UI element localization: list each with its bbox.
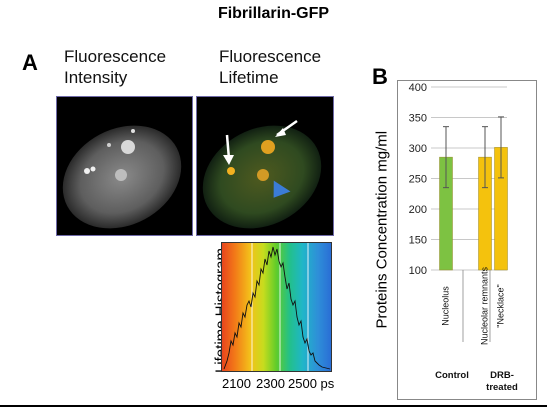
lifetime-micrograph	[196, 96, 334, 236]
nucleolus-spot	[121, 140, 135, 154]
chart-ytick-label: 300	[409, 143, 427, 155]
nucleolus-spot	[257, 169, 269, 181]
histogram-tick-2100: 2100	[222, 376, 251, 391]
lifetime-label-line1: Fluorescence	[219, 47, 322, 66]
chart-group-label: Control	[435, 370, 469, 381]
panel-a-letter: A	[22, 50, 38, 75]
nucleolus-spot	[131, 129, 135, 133]
lifetime-label: Fluorescence Lifetime	[219, 46, 321, 88]
chart-ytick-label: 250	[409, 174, 427, 186]
chart-group-label: treated	[486, 382, 518, 393]
nucleolus-spot	[261, 140, 275, 154]
intensity-label-line1: Fluorescence	[64, 47, 167, 66]
nucleolus-spot	[90, 166, 96, 172]
chart-ylabel: Proteins Concentration mg/ml	[373, 130, 391, 329]
intensity-micrograph	[56, 96, 193, 236]
chart-ytick-label: 400	[409, 82, 427, 94]
chart-category-label: Nucleolus	[440, 286, 450, 326]
intensity-label-line2: Intensity	[64, 68, 128, 87]
nucleolus-spot	[84, 168, 90, 174]
histogram-curve	[223, 246, 331, 370]
nucleolus-spot	[107, 143, 111, 147]
nucleolus-spot	[115, 169, 127, 181]
chart-ytick-label: 350	[409, 113, 427, 125]
histogram-tick-2300: 2300	[256, 376, 285, 391]
white-arrowhead-icon	[223, 155, 234, 165]
lifetime-histogram	[221, 242, 332, 372]
white-arrowhead-icon	[275, 128, 286, 137]
intensity-nucleus-image	[62, 125, 182, 229]
chart-ytick-label: 200	[409, 204, 427, 216]
bottom-rule	[0, 405, 547, 407]
histogram-tick-2500: 2500 ps	[288, 376, 335, 391]
nucleolus-spot	[227, 167, 235, 175]
histogram-plot	[223, 243, 331, 371]
blue-arrowhead-icon	[273, 180, 291, 198]
chart-category-label: "Necklace"	[495, 284, 505, 327]
panel-b-letter: B	[372, 64, 388, 89]
figure-title: Fibrillarin-GFP	[217, 5, 330, 22]
chart-category-label: Nucleolar remnants	[479, 266, 489, 345]
lifetime-label-line2: Lifetime	[219, 68, 279, 87]
bar-chart: 100 150 200 250 300 350 400 Nucleolus Nucleolar …	[409, 82, 518, 393]
lifetime-nucleus-image	[202, 119, 322, 229]
chart-ytick-label: 150	[409, 235, 427, 247]
chart-group-label: DRB-	[490, 370, 514, 381]
intensity-label: Fluorescence Intensity	[64, 46, 166, 88]
chart-ytick-label: 100	[409, 265, 427, 277]
